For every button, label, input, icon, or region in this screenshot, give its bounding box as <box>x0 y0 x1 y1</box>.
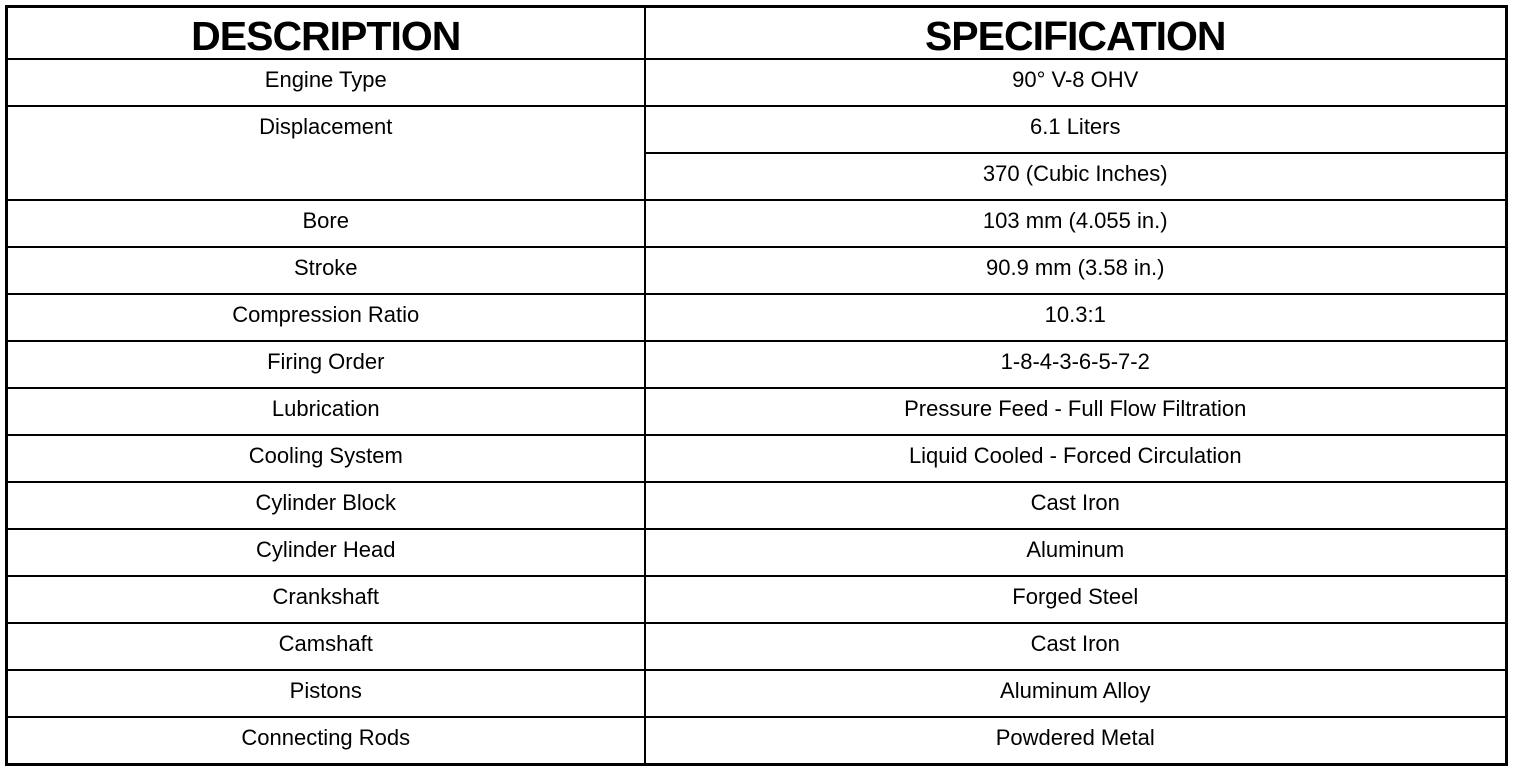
specification-cell: Cast Iron <box>643 622 1508 671</box>
description-cell: Cylinder Block <box>5 481 646 530</box>
description-cell: Displacement <box>5 105 646 201</box>
description-header: DESCRIPTION <box>5 5 646 60</box>
table-row: Bore 103 mm (4.055 in.) <box>5 199 1508 248</box>
specification-cell: Liquid Cooled - Forced Circulation <box>643 434 1508 483</box>
description-cell: Lubrication <box>5 387 646 436</box>
header-row: DESCRIPTION SPECIFICATION <box>5 5 1508 60</box>
table-row: Engine Type 90° V-8 OHV <box>5 58 1508 107</box>
description-cell: Connecting Rods <box>5 716 646 766</box>
engine-spec-table: DESCRIPTION SPECIFICATION Engine Type 90°… <box>5 5 1508 766</box>
description-cell: Cooling System <box>5 434 646 483</box>
specification-cell: 10.3:1 <box>643 293 1508 342</box>
specification-cell: 370 (Cubic Inches) <box>643 152 1508 201</box>
description-cell: Bore <box>5 199 646 248</box>
specification-cell: Powdered Metal <box>643 716 1508 766</box>
table-row: Cylinder Head Aluminum <box>5 528 1508 577</box>
specification-cell: 1-8-4-3-6-5-7-2 <box>643 340 1508 389</box>
table-row: Stroke 90.9 mm (3.58 in.) <box>5 246 1508 295</box>
description-cell: Cylinder Head <box>5 528 646 577</box>
specification-cell: 103 mm (4.055 in.) <box>643 199 1508 248</box>
specification-cell: Aluminum <box>643 528 1508 577</box>
specification-cell: 90° V-8 OHV <box>643 58 1508 107</box>
table-row: Crankshaft Forged Steel <box>5 575 1508 624</box>
table-row: Camshaft Cast Iron <box>5 622 1508 671</box>
specification-cell: 6.1 Liters <box>643 105 1508 154</box>
description-cell: Camshaft <box>5 622 646 671</box>
table-row: Cooling System Liquid Cooled - Forced Cir… <box>5 434 1508 483</box>
description-cell: Firing Order <box>5 340 646 389</box>
table-row: Pistons Aluminum Alloy <box>5 669 1508 718</box>
specification-header: SPECIFICATION <box>643 5 1508 60</box>
description-cell: Compression Ratio <box>5 293 646 342</box>
table-row: Compression Ratio 10.3:1 <box>5 293 1508 342</box>
specification-cell: 90.9 mm (3.58 in.) <box>643 246 1508 295</box>
description-cell: Stroke <box>5 246 646 295</box>
description-cell: Pistons <box>5 669 646 718</box>
table-row: Lubrication Pressure Feed - Full Flow Fil… <box>5 387 1508 436</box>
specification-cell: Cast Iron <box>643 481 1508 530</box>
description-cell: Engine Type <box>5 58 646 107</box>
specification-cell: Pressure Feed - Full Flow Filtration <box>643 387 1508 436</box>
table-row: Firing Order 1-8-4-3-6-5-7-2 <box>5 340 1508 389</box>
table-row: 370 (Cubic Inches) <box>7 152 1508 201</box>
table-row: Cylinder Block Cast Iron <box>5 481 1508 530</box>
table-row: Connecting Rods Powdered Metal <box>5 716 1508 766</box>
description-cell: Crankshaft <box>5 575 646 624</box>
specification-cell: Aluminum Alloy <box>643 669 1508 718</box>
specification-cell: Forged Steel <box>643 575 1508 624</box>
table-row: Displacement 6.1 Liters <box>5 105 1508 201</box>
